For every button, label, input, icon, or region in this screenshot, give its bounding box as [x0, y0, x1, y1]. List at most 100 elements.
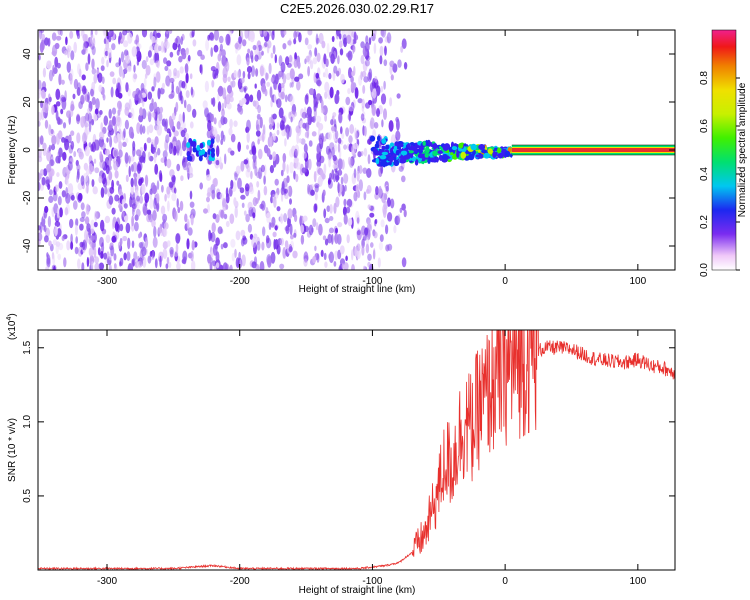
noise-blob: [57, 116, 61, 125]
noise-blob: [47, 183, 51, 190]
noise-blob: [293, 170, 296, 180]
noise-blob: [109, 30, 114, 38]
noise-blob: [305, 112, 310, 119]
noise-blob: [38, 181, 41, 192]
noise-blob: [127, 112, 133, 118]
noise-blob: [182, 162, 188, 171]
noise-blob: [341, 263, 345, 270]
noise-blob: [60, 79, 65, 85]
noise-blob: [52, 191, 58, 202]
noise-blob: [74, 224, 78, 236]
noise-blob: [94, 262, 100, 270]
noise-blob: [153, 197, 157, 210]
noise-blob: [141, 92, 147, 98]
noise-blob: [287, 208, 293, 220]
noise-blob: [128, 98, 132, 110]
noise-blob: [111, 115, 117, 127]
noise-blob: [93, 247, 97, 259]
noise-blob: [207, 187, 212, 197]
noise-blob: [60, 108, 64, 115]
noise-blob: [330, 119, 334, 126]
noise-blob: [308, 224, 314, 236]
noise-blob: [79, 217, 85, 223]
noise-blob: [387, 243, 393, 251]
noise-blob: [219, 156, 222, 166]
noise-blob: [73, 41, 77, 54]
noise-blob: [92, 186, 98, 195]
noise-blob: [250, 170, 253, 180]
noise-blob: [251, 261, 257, 269]
signal-blob: [435, 157, 439, 163]
noise-blob: [355, 132, 358, 141]
noise-blob: [46, 149, 52, 162]
noise-blob: [93, 158, 97, 164]
x-tick-label: 0: [502, 276, 508, 287]
noise-blob: [171, 81, 174, 93]
noise-blob: [289, 161, 294, 174]
noise-blob: [318, 133, 324, 145]
noise-blob: [142, 256, 147, 268]
noise-blob: [161, 184, 164, 193]
noise-blob: [91, 179, 95, 188]
noise-blob: [147, 151, 151, 161]
noise-blob: [280, 61, 286, 73]
noise-blob: [373, 42, 377, 55]
noise-blob: [45, 227, 50, 238]
noise-blob: [176, 121, 181, 130]
noise-blob: [38, 172, 41, 182]
noise-blob: [281, 181, 285, 190]
noise-blob: [212, 213, 217, 220]
noise-blob: [211, 222, 216, 233]
noise-blob: [81, 262, 85, 270]
noise-blob: [220, 139, 224, 145]
noise-blob: [91, 96, 96, 106]
noise-blob: [114, 263, 117, 269]
noise-blob: [77, 82, 81, 90]
signal-blob: [504, 150, 511, 157]
noise-blob: [334, 93, 340, 105]
noise-blob: [384, 45, 387, 56]
noise-blob: [113, 160, 119, 171]
noise-blob: [284, 138, 287, 147]
signal-blob: [186, 142, 191, 148]
noise-blob: [41, 176, 46, 186]
noise-blob: [315, 101, 319, 109]
noise-blob: [400, 161, 405, 170]
noise-blob: [96, 68, 100, 75]
noise-blob: [204, 80, 209, 93]
noise-blob: [294, 148, 298, 159]
colorbar-ticks: 0.0 0.2 0.4 0.6 0.8: [699, 71, 740, 277]
noise-blob: [124, 106, 130, 116]
noise-blob: [61, 96, 67, 103]
noise-blob: [272, 151, 277, 162]
noise-blob: [85, 168, 90, 176]
noise-blob: [152, 236, 158, 248]
noise-blob: [314, 245, 317, 252]
noise-blob: [91, 68, 97, 75]
noise-blob: [131, 46, 137, 57]
noise-blob: [130, 107, 135, 120]
noise-blob: [308, 88, 315, 96]
noise-blob: [315, 222, 319, 231]
noise-blob: [353, 168, 357, 179]
noise-blob: [108, 157, 112, 168]
noise-blob: [263, 30, 268, 37]
noise-blob: [147, 255, 152, 264]
noise-blob: [42, 67, 47, 78]
noise-blob: [91, 261, 94, 270]
noise-blob: [186, 218, 190, 229]
noise-blob: [387, 212, 393, 222]
noise-blob: [91, 81, 96, 91]
x-tick-label: -200: [230, 276, 250, 287]
signal-blob: [497, 147, 502, 154]
noise-blob: [155, 60, 159, 68]
noise-blob: [362, 111, 366, 117]
noise-blob: [76, 132, 81, 144]
noise-blob: [70, 233, 73, 244]
signal-blob: [374, 143, 380, 149]
noise-blob: [123, 49, 129, 56]
noise-blob: [251, 65, 255, 78]
noise-blob: [324, 67, 329, 79]
noise-blob: [291, 81, 294, 88]
noise-blob: [211, 80, 215, 88]
